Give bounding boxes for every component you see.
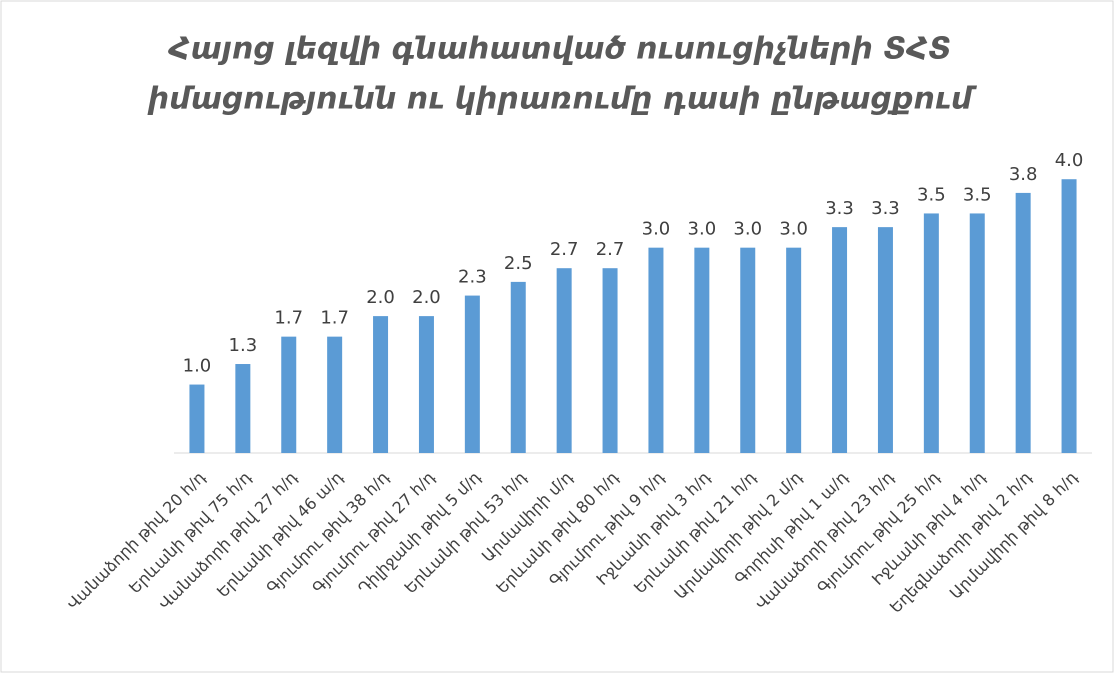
bar: [694, 247, 710, 453]
bar: [464, 295, 480, 453]
bar: [189, 384, 205, 453]
value-label: 3.0: [688, 219, 717, 240]
bar: [235, 364, 251, 453]
bar: [740, 247, 756, 453]
value-label: 1.7: [274, 308, 303, 329]
value-label: 3.0: [642, 219, 671, 240]
bar: [1015, 192, 1031, 453]
bar: [602, 268, 618, 453]
value-label: 3.0: [779, 219, 808, 240]
value-label: 3.5: [917, 184, 946, 205]
bar: [556, 268, 572, 453]
bar: [786, 247, 802, 453]
bar: [648, 247, 664, 453]
value-label: 2.0: [412, 287, 441, 308]
value-label: 1.7: [320, 308, 349, 329]
value-label: 3.3: [871, 198, 900, 219]
value-label: 2.0: [366, 287, 395, 308]
bar: [373, 316, 389, 453]
bar: [923, 213, 939, 453]
value-label: 3.0: [733, 219, 762, 240]
bar: [281, 336, 297, 453]
value-label: 3.8: [1009, 164, 1038, 185]
bar: [510, 281, 526, 453]
value-label: 2.3: [458, 267, 487, 288]
bar: [327, 336, 343, 453]
bar: [418, 316, 434, 453]
bar: [877, 227, 893, 453]
value-label: 3.5: [963, 184, 992, 205]
value-label: 2.5: [504, 253, 533, 274]
bar: [969, 213, 985, 453]
chart-title: իմացությունն ու կիրառումը դասի ընթացքում: [147, 82, 978, 117]
bar: [1061, 179, 1077, 453]
chart-title: Հայոց լեզվի գնահատված ուսուցիչների ՏՀՏ: [168, 32, 952, 67]
value-label: 3.3: [825, 198, 854, 219]
value-label: 1.3: [229, 335, 258, 356]
bar: [832, 227, 848, 453]
value-label: 4.0: [1055, 150, 1084, 171]
value-label: 2.7: [550, 239, 579, 260]
value-label: 1.0: [183, 356, 212, 377]
value-label: 2.7: [596, 239, 625, 260]
